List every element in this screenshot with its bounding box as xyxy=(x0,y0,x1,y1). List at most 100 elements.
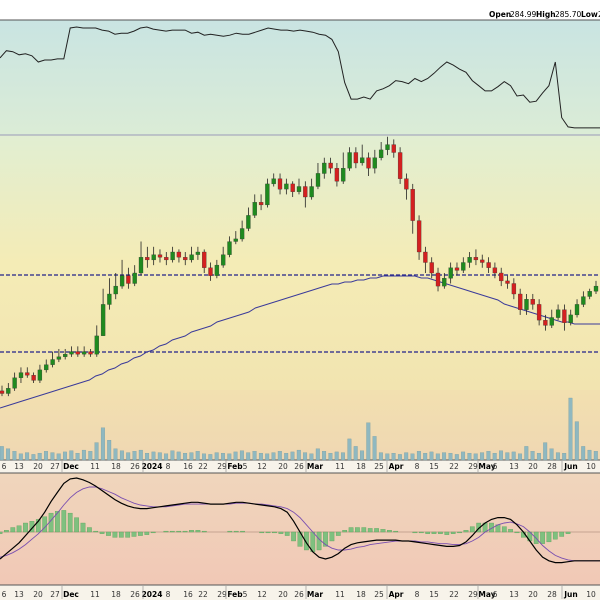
volume-bar xyxy=(397,454,402,461)
volume-bar xyxy=(94,442,99,461)
candle-body xyxy=(221,254,226,266)
macd-histogram-bar xyxy=(323,531,328,547)
candle xyxy=(56,348,62,363)
volume-bar xyxy=(81,449,86,461)
x-tick-label: Dec xyxy=(63,590,79,599)
candle xyxy=(88,348,93,357)
volume-bars xyxy=(0,397,598,461)
x-tick-label: 18 xyxy=(111,590,121,599)
macd-histogram-bar xyxy=(393,530,399,533)
candle xyxy=(214,259,220,279)
volume-bar xyxy=(44,451,48,461)
candle-body xyxy=(360,157,365,164)
volume-bar xyxy=(303,452,308,461)
candle-body xyxy=(410,189,415,221)
candle xyxy=(480,254,485,268)
volume-bar xyxy=(391,453,396,461)
x-tick-label: 15 xyxy=(429,590,439,599)
macd-histogram-bar xyxy=(0,531,3,534)
macd-histogram-bar xyxy=(501,526,507,533)
low-value: 2 xyxy=(598,10,600,19)
candle-body xyxy=(265,183,270,206)
x-tick-label: 20 xyxy=(528,462,538,471)
candle-body xyxy=(334,168,340,182)
x-tick-label: 20 xyxy=(278,462,288,471)
x-tick-label: 5 xyxy=(243,590,248,599)
candle-body xyxy=(347,152,352,169)
candle-body xyxy=(429,262,434,274)
x-tick-label: 27 xyxy=(50,462,60,471)
volume-bar xyxy=(315,448,320,461)
macd-histogram-bar xyxy=(457,531,462,534)
macd-histogram-bar xyxy=(565,531,571,534)
upper-panel xyxy=(0,20,600,135)
macd-histogram-bar xyxy=(265,531,271,534)
volume-bar xyxy=(63,451,67,461)
macd-histogram-bar xyxy=(284,531,290,536)
candle-body xyxy=(44,364,49,371)
x-tick-label: 22 xyxy=(198,462,208,471)
x-tick-label: 28 xyxy=(547,462,557,471)
macd-histogram-bar xyxy=(425,531,431,534)
macd-histogram-bar xyxy=(61,510,67,533)
macd-histogram-bar xyxy=(42,516,48,533)
candle xyxy=(486,257,491,273)
candle-body xyxy=(511,283,517,295)
candle-body xyxy=(277,178,283,190)
candle xyxy=(347,147,352,171)
x-tick-label: 25 xyxy=(374,462,384,471)
open-value: 284.99 xyxy=(510,10,536,19)
candle xyxy=(581,291,586,308)
volume-bar xyxy=(296,449,301,461)
macd-histogram-bar xyxy=(387,530,392,533)
x-tick-label: 29 xyxy=(217,590,227,599)
macd-histogram-bar xyxy=(10,527,16,533)
candle xyxy=(353,147,359,169)
candle-body xyxy=(530,299,535,305)
high-value: 285.70 xyxy=(555,10,581,19)
candle xyxy=(593,280,599,294)
candle xyxy=(100,288,106,336)
candle xyxy=(328,157,333,174)
x-tick-label: 20 xyxy=(33,462,43,471)
candle-body xyxy=(366,157,371,169)
macd-histogram-bar xyxy=(227,530,233,533)
x-tick-label: 13 xyxy=(14,462,24,471)
candle-body xyxy=(208,267,213,276)
volume-bar xyxy=(353,446,358,461)
macd-histogram-bar xyxy=(380,529,386,533)
candle xyxy=(587,288,592,300)
candle xyxy=(63,348,68,360)
candle-body xyxy=(555,309,561,318)
candle xyxy=(461,257,466,273)
candle xyxy=(126,267,131,289)
volume-bar xyxy=(309,453,314,461)
volume-bar xyxy=(88,451,93,461)
volume-bar xyxy=(258,453,263,461)
volume-bar xyxy=(524,446,529,461)
x-tick-label: Apr xyxy=(389,590,404,599)
volume-bar xyxy=(170,450,175,461)
volume-bar xyxy=(518,453,522,461)
volume-bar xyxy=(189,452,194,461)
candle xyxy=(423,246,428,273)
candle xyxy=(107,278,112,310)
x-tick-label: 8 xyxy=(415,590,420,599)
candle xyxy=(258,194,264,211)
candle-body xyxy=(378,149,384,158)
x-tick-label: 11 xyxy=(335,590,345,599)
x-tick-label: 6 xyxy=(2,462,7,471)
candle-body xyxy=(397,152,403,179)
candle-body xyxy=(37,369,43,381)
x-tick-label: 6 xyxy=(493,462,498,471)
candle-body xyxy=(536,304,542,321)
candle xyxy=(221,246,226,268)
macd-histogram-bar xyxy=(67,512,73,533)
candle-body xyxy=(467,257,472,263)
x-tick-label: 13 xyxy=(509,590,519,599)
candle xyxy=(574,299,580,318)
candle-body xyxy=(151,254,156,261)
x-tick-label: 29 xyxy=(217,462,227,471)
candle-body xyxy=(391,144,396,153)
candle-body xyxy=(239,228,245,240)
